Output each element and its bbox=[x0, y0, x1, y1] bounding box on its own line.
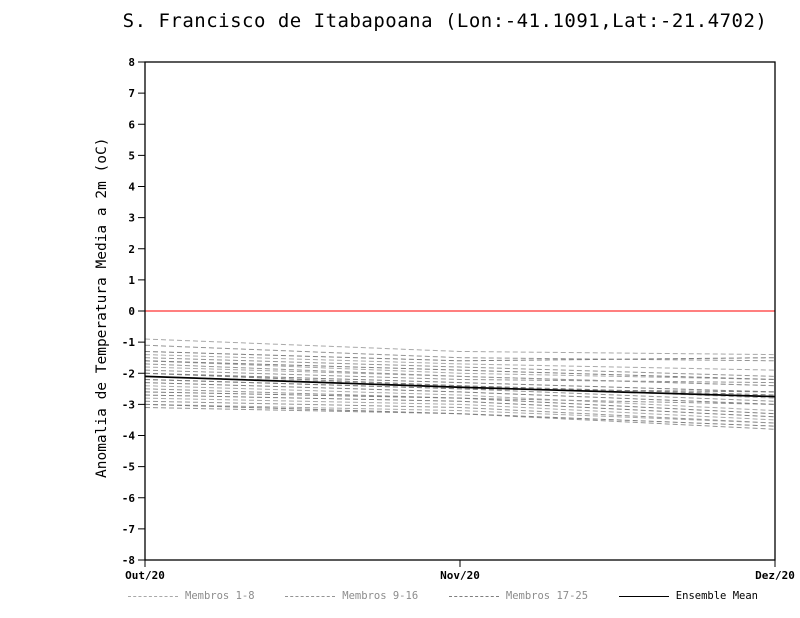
legend-item-membros-17-25: Membros 17-25 bbox=[448, 590, 589, 602]
y-tick-label: -5 bbox=[122, 461, 135, 474]
member-line bbox=[144, 394, 776, 418]
member-line bbox=[144, 391, 776, 415]
y-tick-label: 6 bbox=[128, 118, 135, 131]
y-tick-label: 4 bbox=[128, 181, 135, 194]
y-tick-label: 0 bbox=[128, 305, 135, 318]
member-line bbox=[144, 403, 776, 427]
x-tick-label: Out/20 bbox=[125, 569, 165, 582]
y-tick-label: -3 bbox=[122, 398, 135, 411]
legend-label: Membros 9-16 bbox=[342, 590, 419, 602]
dashed-line-sample-icon bbox=[285, 595, 336, 597]
member-line bbox=[144, 388, 776, 405]
chart-legend: Membros 1-8 Membros 9-16 Membros 17-25 E… bbox=[128, 590, 758, 602]
member-line bbox=[144, 350, 776, 362]
member-line bbox=[144, 344, 776, 362]
member-line bbox=[144, 357, 776, 377]
member-line bbox=[144, 382, 776, 405]
member-line bbox=[144, 360, 776, 380]
y-tick-label: 7 bbox=[128, 87, 135, 100]
y-tick-label: 5 bbox=[128, 149, 135, 162]
y-tick-label: -2 bbox=[122, 367, 135, 380]
x-tick-label: Nov/20 bbox=[440, 569, 480, 582]
legend-item-membros-1-8: Membros 1-8 bbox=[128, 590, 255, 602]
y-tick-label: 2 bbox=[128, 243, 135, 256]
member-line bbox=[144, 397, 776, 421]
y-tick-label: -6 bbox=[122, 492, 136, 505]
legend-label: Ensemble Mean bbox=[675, 590, 758, 602]
member-line bbox=[144, 378, 776, 393]
solid-line-sample-icon bbox=[618, 595, 669, 597]
y-tick-label: 3 bbox=[128, 212, 135, 225]
member-line bbox=[144, 360, 776, 380]
chart-title: S. Francisco de Itabapoana (Lon:-41.1091… bbox=[122, 10, 768, 32]
legend-item-membros-9-16: Membros 9-16 bbox=[285, 590, 418, 602]
member-line bbox=[144, 338, 776, 356]
y-tick-label: -7 bbox=[122, 523, 135, 536]
member-line bbox=[144, 354, 776, 371]
legend-label: Membros 17-25 bbox=[505, 590, 589, 602]
plot-frame bbox=[144, 61, 776, 561]
x-tick-label: Dez/20 bbox=[755, 569, 795, 582]
member-line bbox=[144, 400, 776, 424]
legend-label: Membros 1-8 bbox=[185, 590, 255, 602]
dashed-line-sample-icon bbox=[448, 595, 499, 597]
y-tick-label: -4 bbox=[122, 430, 136, 443]
member-line bbox=[144, 372, 776, 396]
plot-area: -8 -7 -6 -5 -4 -3 -2 -1 0 1 2 3 4 5 6 7 8 Out/20 Nov/20 Dez… bbox=[122, 56, 795, 582]
member-line bbox=[144, 369, 776, 384]
y-tick-label: -8 bbox=[122, 554, 135, 567]
dashed-line-sample-icon bbox=[128, 595, 178, 597]
member-line bbox=[144, 385, 776, 412]
legend-item-ensemble-mean: Ensemble Mean bbox=[618, 590, 758, 602]
y-tick-label: -1 bbox=[122, 336, 136, 349]
ensemble-mean-line bbox=[144, 375, 776, 398]
member-line bbox=[144, 363, 776, 387]
member-line bbox=[144, 403, 776, 424]
member-line bbox=[144, 372, 776, 393]
y-tick-label: 1 bbox=[128, 274, 135, 287]
y-tick-label: 8 bbox=[128, 56, 135, 69]
